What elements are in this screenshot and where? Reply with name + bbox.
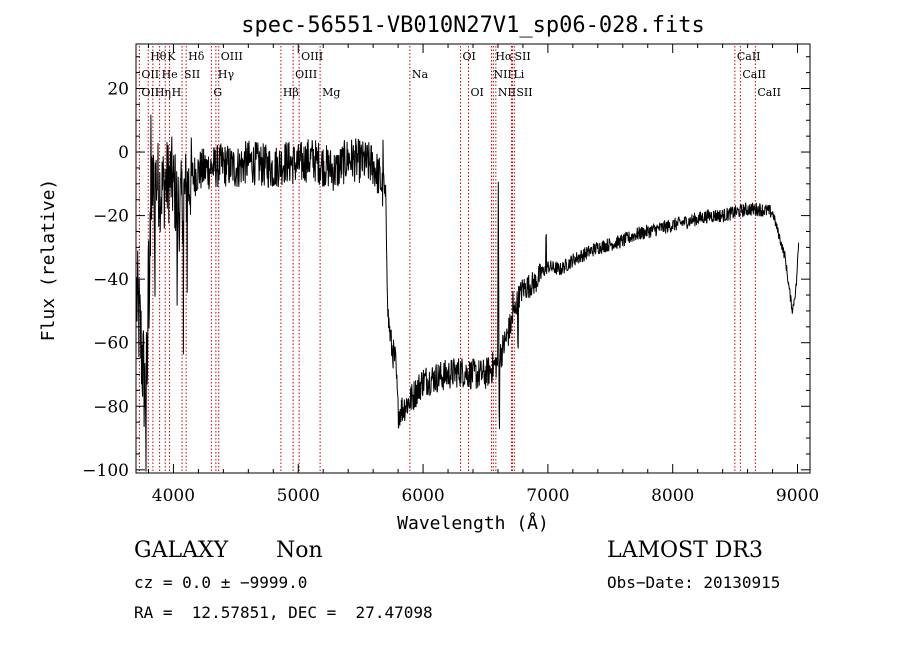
redshift-cz: cz = 0.0 ± −9999.0	[134, 573, 308, 592]
x-tick-label: 9000	[776, 486, 819, 506]
marker-label: Hδ	[188, 50, 205, 63]
x-tick-label: 7000	[526, 486, 569, 506]
marker-label: Li	[513, 68, 524, 81]
y-tick-label: 0	[118, 143, 129, 163]
marker-label: CaII	[737, 50, 761, 63]
marker-label: OII	[141, 68, 159, 81]
chart-title: spec-56551-VB010N27V1_sp06-028.fits	[241, 13, 705, 38]
marker-label: SII	[514, 50, 530, 63]
y-tick-label: −40	[93, 270, 129, 290]
marker-label: SII	[184, 68, 200, 81]
x-axis: 4000 5000 6000 7000 8000 9000	[147, 44, 819, 506]
observation-date: Obs−Date: 20130915	[607, 573, 781, 592]
y-axis-label: Flux (relative)	[38, 179, 59, 342]
marker-label: Hβ	[283, 86, 299, 99]
marker-label: He	[162, 68, 178, 81]
marker-label: OIII	[301, 50, 323, 63]
marker-label: Hα	[495, 50, 513, 63]
line-marker-lines	[138, 46, 756, 473]
y-tick-label: 20	[107, 79, 129, 99]
marker-label: Hη	[155, 86, 171, 99]
marker-label: Mg	[322, 86, 340, 99]
marker-label: OIII	[295, 68, 317, 81]
marker-label: Hγ	[218, 68, 235, 81]
object-class: GALAXY	[134, 538, 229, 563]
x-tick-label: 8000	[651, 486, 694, 506]
marker-label: H	[172, 86, 182, 99]
y-tick-label: −60	[93, 334, 129, 354]
line-marker-labels: OIIOIIHθHηHeKHSIIHδGHγOIIIHβOIIIOIIIMgNa…	[141, 50, 781, 99]
marker-label: OIII	[221, 50, 243, 63]
x-tick-label: 5000	[277, 486, 320, 506]
y-tick-label: −80	[93, 397, 129, 417]
spectrum-line	[136, 114, 800, 472]
x-axis-label: Wavelength (Å)	[397, 512, 549, 534]
marker-label: OI	[471, 86, 484, 99]
marker-label: Na	[412, 68, 429, 81]
y-tick-label: −100	[82, 461, 129, 481]
marker-label: K	[167, 50, 176, 63]
ra-dec-coordinates: RA = 12.57851, DEC = 27.47098	[134, 603, 433, 622]
x-tick-label: 6000	[401, 486, 444, 506]
marker-label: NII	[498, 86, 516, 99]
y-tick-label: −20	[93, 207, 129, 227]
marker-label: CaII	[757, 86, 781, 99]
plot-frame	[135, 43, 811, 474]
x-tick-label: 4000	[152, 486, 195, 506]
survey-release: LAMOST DR3	[607, 538, 763, 563]
marker-label: SII	[516, 86, 532, 99]
marker-label: NII	[493, 68, 511, 81]
object-subclass: Non	[276, 538, 323, 563]
marker-label: OI	[463, 50, 476, 63]
marker-label: G	[213, 86, 222, 99]
marker-label: OII	[141, 86, 159, 99]
y-axis: −100 −80 −60 −40 −20 0 20	[82, 56, 810, 481]
marker-label: CaII	[742, 68, 766, 81]
marker-label: Hθ	[150, 50, 167, 63]
spectrum-chart: spec-56551-VB010N27V1_sp06-028.fits OII O…	[38, 13, 819, 534]
